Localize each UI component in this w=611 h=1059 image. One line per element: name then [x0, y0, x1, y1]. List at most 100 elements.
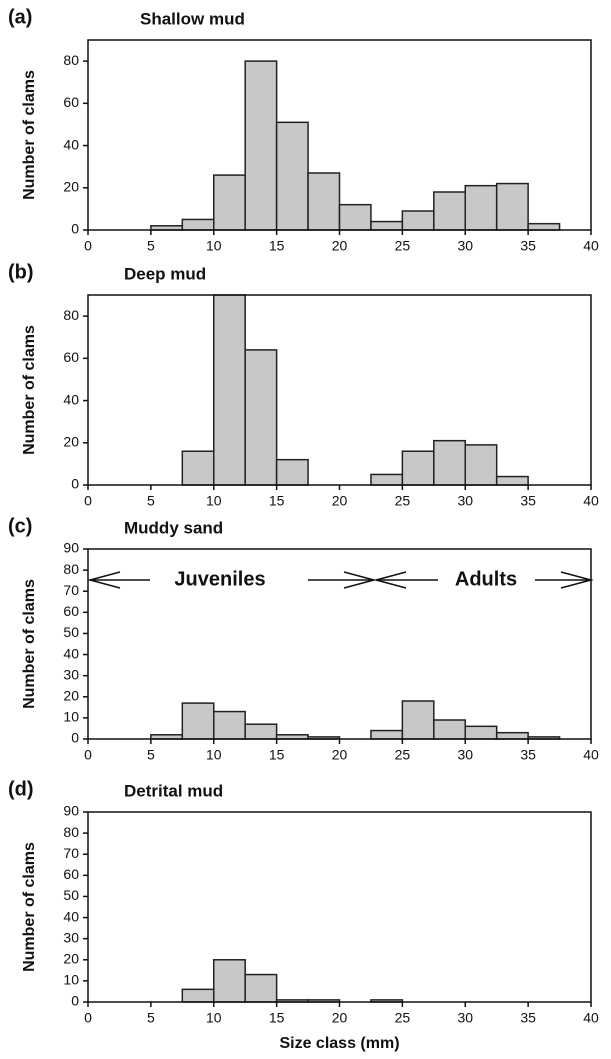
bar	[181, 702, 215, 740]
bar	[244, 723, 278, 740]
x-tick-label: 20	[332, 493, 348, 509]
x-tick-label: 10	[206, 238, 222, 254]
y-tick-label: 70	[63, 582, 79, 598]
y-tick-label: 90	[63, 803, 79, 819]
bar	[244, 349, 278, 486]
x-tick-label: 5	[147, 747, 155, 763]
x-axis-label: Size class (mm)	[279, 1035, 399, 1052]
x-tick-label: 15	[269, 1010, 285, 1026]
x-tick-label: 30	[457, 238, 473, 254]
y-tick-label: 10	[63, 972, 79, 988]
y-tick-label: 60	[63, 603, 79, 619]
x-tick-label: 35	[520, 747, 536, 763]
panel-title: Detrital mud	[124, 781, 223, 800]
y-axis-label: Number of clams	[21, 579, 38, 709]
x-tick-label: 5	[147, 238, 155, 254]
bar	[307, 172, 341, 231]
y-tick-label: 40	[63, 645, 79, 661]
y-axis-label: Number of clams	[21, 70, 38, 200]
arrow-head	[87, 571, 121, 589]
bar	[370, 473, 404, 486]
x-tick-label: 30	[457, 1010, 473, 1026]
y-tick-label: 20	[63, 433, 79, 449]
bar	[370, 729, 404, 740]
y-tick-label: 50	[63, 887, 79, 903]
bar	[181, 988, 215, 1003]
y-tick-label: 20	[63, 687, 79, 703]
x-tick-label: 0	[84, 747, 92, 763]
y-tick-label: 40	[63, 908, 79, 924]
y-tick-label: 80	[63, 561, 79, 577]
annotation: Adults	[455, 568, 517, 590]
y-axis-label: Number of clams	[21, 842, 38, 972]
bar	[401, 700, 435, 740]
annotation: Juveniles	[174, 568, 265, 590]
bar	[338, 203, 372, 231]
y-tick-label: 80	[63, 52, 79, 68]
x-tick-label: 15	[269, 747, 285, 763]
panel-title: Muddy sand	[124, 518, 223, 537]
bar	[527, 222, 561, 231]
bar	[181, 450, 215, 486]
bar	[213, 710, 246, 740]
y-tick-label: 30	[63, 666, 79, 682]
bar	[275, 458, 309, 486]
y-tick-label: 40	[63, 136, 79, 152]
x-tick-label: 40	[583, 238, 599, 254]
panel-title: Shallow mud	[140, 9, 245, 28]
x-tick-label: 30	[457, 493, 473, 509]
panel-label: (c)	[8, 515, 32, 537]
bar	[495, 731, 529, 740]
x-tick-label: 10	[206, 493, 222, 509]
bar	[370, 220, 404, 231]
x-tick-label: 40	[583, 747, 599, 763]
bar	[213, 294, 246, 486]
x-tick-label: 35	[520, 493, 536, 509]
y-tick-label: 90	[63, 540, 79, 556]
x-tick-label: 40	[583, 1010, 599, 1026]
panel-label: (a)	[8, 6, 32, 28]
y-tick-label: 10	[63, 709, 79, 725]
y-tick-label: 60	[63, 94, 79, 110]
x-tick-label: 5	[147, 1010, 155, 1026]
bar	[495, 475, 529, 486]
x-tick-label: 20	[332, 238, 348, 254]
x-tick-label: 0	[84, 238, 92, 254]
y-tick-label: 0	[71, 221, 79, 237]
bar	[213, 959, 246, 1003]
bar	[464, 444, 498, 486]
panel-title: Deep mud	[124, 264, 206, 283]
bar	[244, 60, 278, 231]
bar	[433, 439, 466, 486]
panel-label: (b)	[8, 261, 34, 283]
x-tick-label: 35	[520, 238, 536, 254]
x-tick-label: 10	[206, 747, 222, 763]
x-tick-label: 25	[395, 1010, 411, 1026]
bar	[213, 174, 246, 231]
y-axis-label: Number of clams	[21, 325, 38, 455]
bar	[275, 121, 309, 231]
bar	[464, 184, 498, 231]
y-tick-label: 40	[63, 391, 79, 407]
y-tick-label: 0	[71, 993, 79, 1009]
y-tick-label: 80	[63, 307, 79, 323]
bar	[181, 218, 215, 231]
x-tick-label: 5	[147, 493, 155, 509]
x-tick-label: 25	[395, 238, 411, 254]
x-tick-label: 35	[520, 1010, 536, 1026]
x-tick-label: 30	[457, 747, 473, 763]
panel-label: (d)	[8, 778, 34, 800]
x-tick-label: 10	[206, 1010, 222, 1026]
x-tick-label: 0	[84, 1010, 92, 1026]
y-tick-label: 0	[71, 730, 79, 746]
arrow-head	[560, 571, 594, 589]
y-tick-label: 70	[63, 845, 79, 861]
y-tick-label: 60	[63, 866, 79, 882]
x-tick-label: 20	[332, 1010, 348, 1026]
y-tick-label: 30	[63, 929, 79, 945]
bar	[433, 191, 466, 231]
plot-frame	[87, 294, 592, 486]
y-tick-label: 60	[63, 349, 79, 365]
x-tick-label: 25	[395, 747, 411, 763]
